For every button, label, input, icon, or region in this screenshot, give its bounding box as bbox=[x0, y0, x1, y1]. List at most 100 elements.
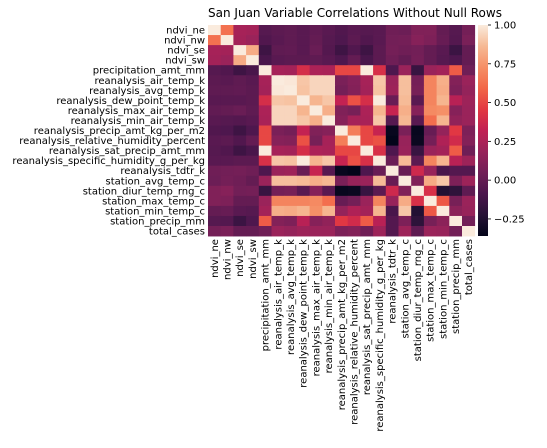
heatmap-cell bbox=[296, 185, 310, 197]
heatmap-cell bbox=[373, 125, 387, 136]
heatmap-cell bbox=[322, 205, 336, 217]
heatmap-cell bbox=[258, 195, 272, 207]
heatmap-cell bbox=[373, 175, 387, 187]
colorbar-tick-label: 0.50 bbox=[494, 98, 516, 109]
heatmap-cell bbox=[436, 65, 450, 76]
heatmap-cell bbox=[246, 85, 260, 96]
heatmap-cell bbox=[347, 205, 361, 217]
heatmap-cell bbox=[347, 215, 361, 227]
heatmap-cell bbox=[296, 75, 310, 86]
column-tick-label: reanalysis_max_air_temp_k bbox=[311, 239, 322, 376]
heatmap-cell bbox=[373, 205, 387, 217]
heatmap-cell bbox=[347, 105, 361, 116]
heatmap-cell bbox=[398, 155, 412, 167]
heatmap-cell bbox=[309, 226, 323, 237]
heatmap-cell bbox=[296, 35, 310, 46]
heatmap-cell bbox=[449, 105, 463, 116]
heatmap-cell bbox=[246, 25, 260, 36]
heatmap-cell bbox=[258, 115, 272, 126]
heatmap-cell bbox=[322, 195, 336, 207]
heatmap-cell bbox=[436, 155, 450, 167]
heatmap-cell bbox=[284, 125, 298, 136]
heatmap-cell bbox=[462, 105, 476, 116]
heatmap-cell bbox=[322, 35, 336, 46]
heatmap-cell bbox=[423, 55, 437, 66]
heatmap-cell bbox=[436, 105, 450, 116]
heatmap-cell bbox=[296, 55, 310, 66]
heatmap-cell bbox=[411, 145, 425, 157]
heatmap-cell bbox=[284, 226, 298, 237]
heatmap-cell bbox=[360, 55, 374, 66]
heatmap-cell bbox=[322, 25, 336, 36]
heatmap-cell bbox=[258, 215, 272, 227]
heatmap-cell bbox=[246, 75, 260, 86]
heatmap-cell bbox=[246, 215, 260, 227]
heatmap-cell bbox=[208, 215, 222, 227]
heatmap-cell bbox=[271, 226, 285, 237]
heatmap-cell bbox=[220, 205, 234, 217]
heatmap-cell bbox=[462, 45, 476, 56]
heatmap-cell bbox=[246, 125, 260, 136]
heatmap-cell bbox=[233, 155, 247, 167]
heatmap-cell bbox=[436, 35, 450, 46]
heatmap-cell bbox=[233, 65, 247, 76]
heatmap-cell bbox=[436, 135, 450, 146]
heatmap-cell bbox=[347, 145, 361, 157]
heatmap-cell bbox=[284, 65, 298, 76]
heatmap-cell bbox=[360, 125, 374, 136]
heatmap-cell bbox=[335, 85, 349, 96]
heatmap-cell bbox=[423, 85, 437, 96]
heatmap-cell bbox=[246, 45, 260, 56]
heatmap-cell bbox=[322, 95, 336, 106]
heatmap-cell bbox=[423, 145, 437, 157]
heatmap-cell bbox=[347, 55, 361, 66]
heatmap-cell bbox=[233, 75, 247, 86]
heatmap-cell bbox=[360, 105, 374, 116]
heatmap-cell bbox=[284, 115, 298, 126]
row-tick-label: station_min_temp_c bbox=[105, 206, 205, 217]
heatmap-cell bbox=[335, 175, 349, 187]
heatmap-cell bbox=[271, 85, 285, 96]
heatmap-cell bbox=[220, 145, 234, 157]
heatmap-cell bbox=[271, 155, 285, 167]
heatmap-cell bbox=[373, 165, 387, 177]
heatmap-cell bbox=[309, 35, 323, 46]
heatmap-cell bbox=[462, 226, 476, 237]
heatmap-cell bbox=[335, 145, 349, 157]
heatmap-cell bbox=[360, 195, 374, 207]
heatmap-cell bbox=[233, 85, 247, 96]
heatmap-cell bbox=[208, 105, 222, 116]
heatmap-cell bbox=[284, 175, 298, 187]
heatmap-cell bbox=[462, 185, 476, 197]
column-tick-label: reanalysis_tdtr_k bbox=[388, 239, 399, 324]
heatmap-cell bbox=[462, 125, 476, 136]
heatmap-cell bbox=[233, 35, 247, 46]
heatmap-cell bbox=[271, 175, 285, 187]
heatmap-cell bbox=[284, 215, 298, 227]
heatmap-cell bbox=[335, 95, 349, 106]
heatmap-cell bbox=[462, 195, 476, 207]
heatmap-cell bbox=[385, 45, 399, 56]
heatmap-cell bbox=[220, 195, 234, 207]
column-tick-label: total_cases bbox=[464, 239, 475, 295]
heatmap-cell bbox=[449, 175, 463, 187]
heatmap-cell bbox=[296, 25, 310, 36]
heatmap-cell bbox=[449, 165, 463, 177]
heatmap-cell bbox=[360, 45, 374, 56]
heatmap-cell bbox=[309, 65, 323, 76]
heatmap-cell bbox=[436, 75, 450, 86]
heatmap-cell bbox=[373, 215, 387, 227]
heatmap-cell bbox=[246, 145, 260, 157]
heatmap-cell bbox=[208, 185, 222, 197]
heatmap-cell bbox=[309, 205, 323, 217]
heatmap-cell bbox=[322, 105, 336, 116]
heatmap-cell bbox=[385, 65, 399, 76]
heatmap-cell bbox=[436, 85, 450, 96]
heatmap-cell bbox=[373, 115, 387, 126]
heatmap-cell bbox=[335, 45, 349, 56]
heatmap-cell bbox=[449, 115, 463, 126]
heatmap-cell bbox=[296, 95, 310, 106]
heatmap-cell bbox=[271, 45, 285, 56]
heatmap-cell bbox=[258, 205, 272, 217]
heatmap-cell bbox=[398, 25, 412, 36]
